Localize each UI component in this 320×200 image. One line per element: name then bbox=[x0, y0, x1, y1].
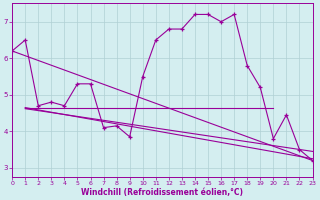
X-axis label: Windchill (Refroidissement éolien,°C): Windchill (Refroidissement éolien,°C) bbox=[81, 188, 243, 197]
